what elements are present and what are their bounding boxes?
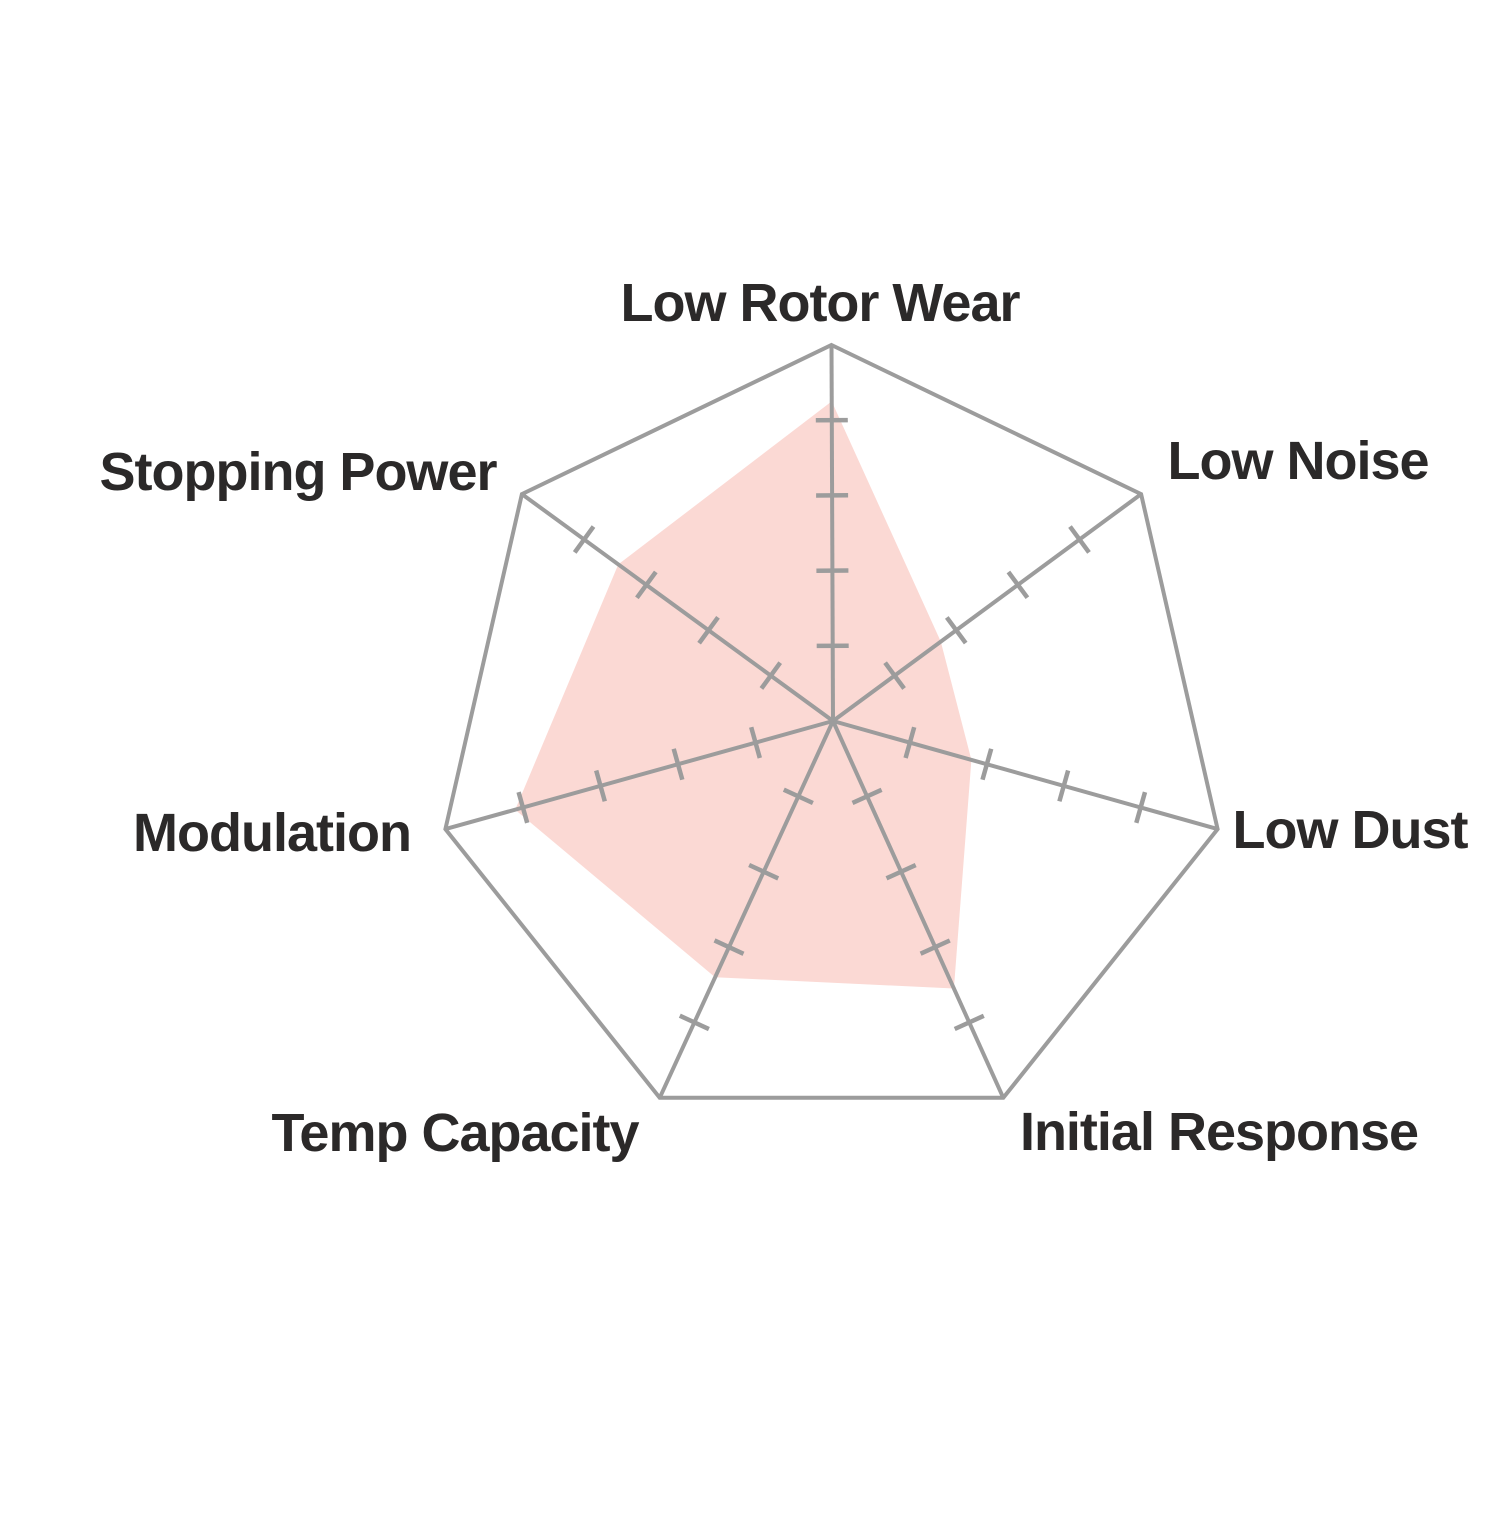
axis-label-low-noise: Low Noise [1167,431,1428,491]
axis-label-stopping-power: Stopping Power [100,442,498,502]
radar-fill-area [515,401,971,988]
axis-label-low-rotor-wear: Low Rotor Wear [620,273,1020,333]
radar-tick-axis6-8 [575,527,594,553]
radar-chart-svg: Low Rotor Wear Low Noise Low Dust Initial R… [40,16,1500,1516]
radar-tick-axis1-4 [947,617,966,643]
radar-tick-axis1-8 [1070,527,1089,553]
axis-label-temp-capacity: Temp Capacity [271,1103,639,1163]
axis-label-modulation: Modulation [133,803,411,863]
radar-spoke-0 [832,345,834,721]
radar-tick-axis1-6 [1008,572,1027,598]
axis-label-low-dust: Low Dust [1233,800,1469,860]
axis-label-initial-response: Initial Response [1020,1102,1418,1162]
radar-chart: Low Rotor Wear Low Noise Low Dust Initial R… [40,16,1500,1516]
